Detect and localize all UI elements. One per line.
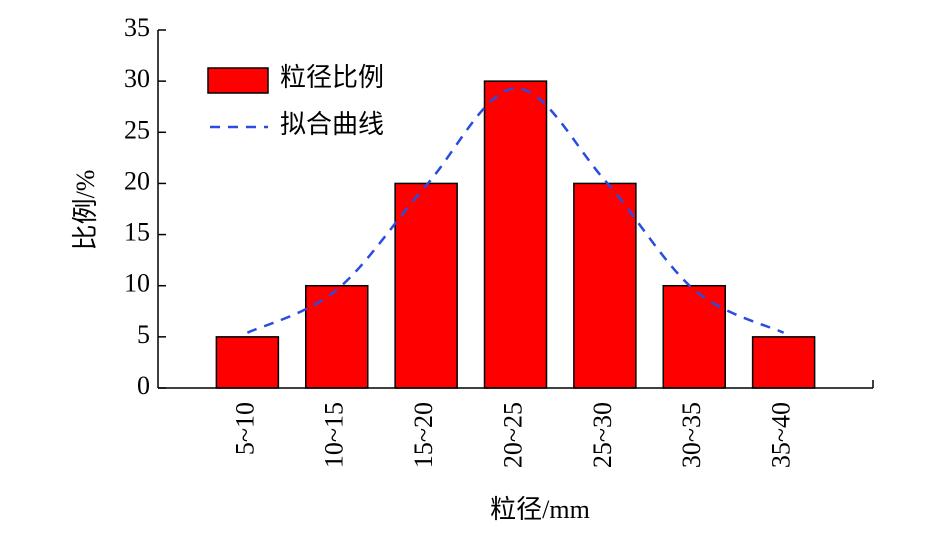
y-tick-label: 5 (137, 320, 150, 349)
y-tick-label: 30 (124, 64, 150, 93)
x-tick-label: 20~25 (498, 402, 527, 468)
x-tick-label: 30~35 (677, 402, 706, 468)
x-tick-label: 10~15 (320, 402, 349, 468)
y-tick-label: 35 (124, 13, 150, 42)
x-tick-label: 25~30 (588, 402, 617, 468)
x-axis-label: 粒径/mm (490, 495, 590, 524)
x-tick-label: 15~20 (409, 402, 438, 468)
legend-label: 拟合曲线 (280, 110, 384, 139)
fit-line (246, 87, 785, 334)
y-tick-label: 0 (137, 371, 150, 400)
bar (305, 284, 369, 389)
x-tick-label: 35~40 (767, 402, 796, 468)
legend-label: 粒径比例 (280, 63, 384, 92)
bar (394, 182, 458, 389)
y-tick-label: 20 (124, 166, 150, 195)
bar (751, 336, 816, 389)
bar (573, 182, 637, 389)
y-tick-label: 10 (124, 269, 150, 298)
legend-swatch (207, 67, 269, 94)
x-tick-label: 5~10 (230, 402, 259, 455)
y-tick-label: 15 (124, 218, 150, 247)
bar (483, 80, 548, 389)
bar (662, 284, 726, 389)
y-axis-label: 比例/% (71, 170, 100, 251)
bar (215, 336, 280, 389)
y-tick-label: 25 (124, 115, 150, 144)
